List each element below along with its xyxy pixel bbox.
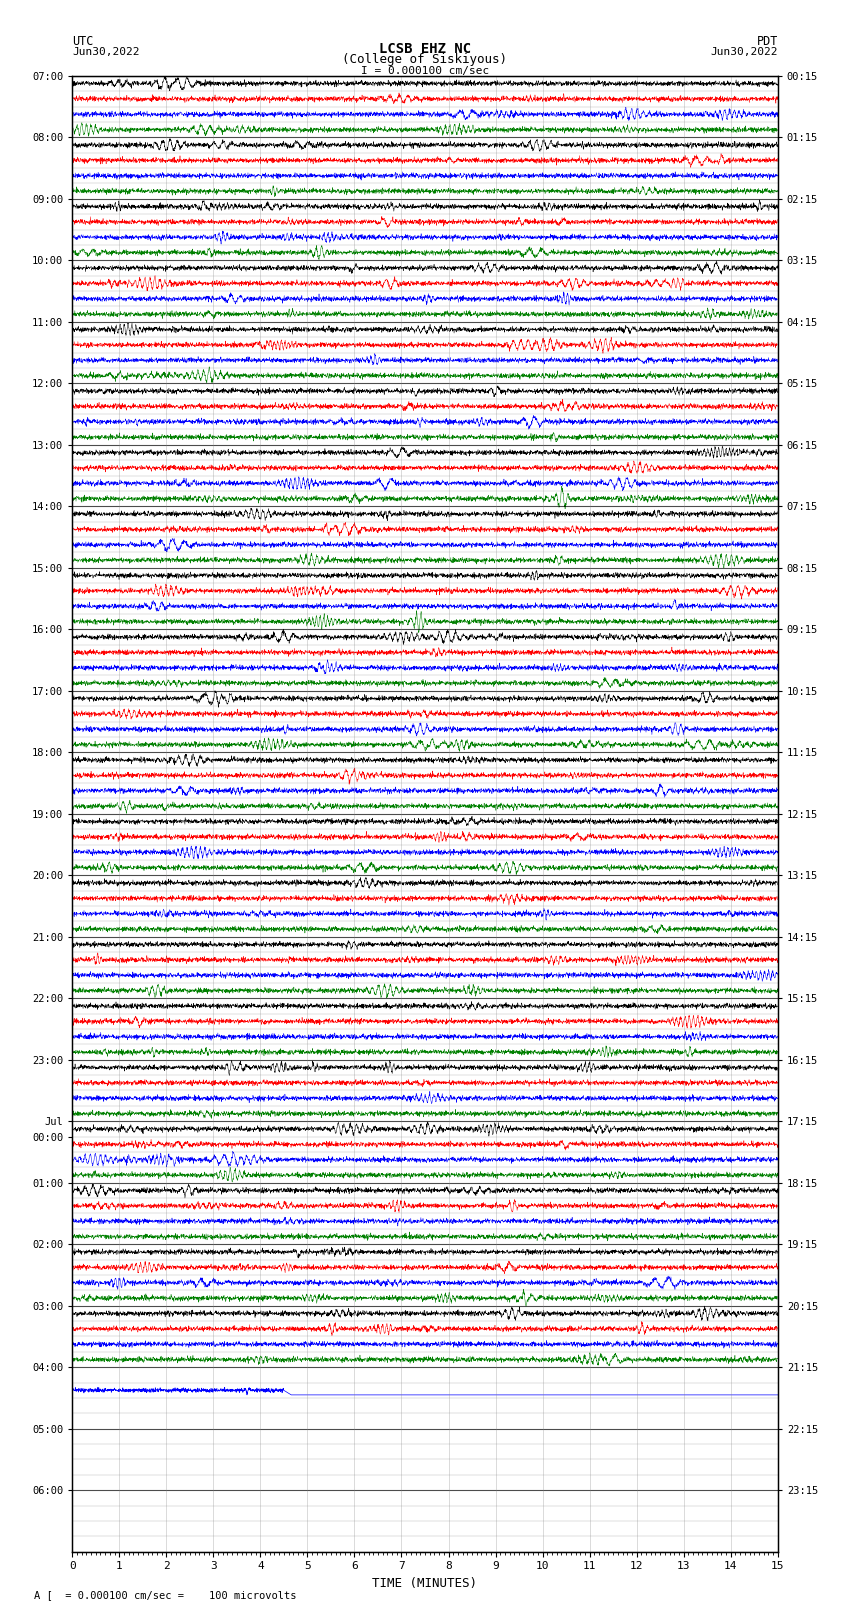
Text: Jun30,2022: Jun30,2022 [711, 47, 778, 56]
Text: (College of Siskiyous): (College of Siskiyous) [343, 53, 507, 66]
Text: I = 0.000100 cm/sec: I = 0.000100 cm/sec [361, 66, 489, 76]
Text: PDT: PDT [756, 35, 778, 48]
X-axis label: TIME (MINUTES): TIME (MINUTES) [372, 1578, 478, 1590]
Text: A [  = 0.000100 cm/sec =    100 microvolts: A [ = 0.000100 cm/sec = 100 microvolts [34, 1590, 297, 1600]
Text: UTC: UTC [72, 35, 94, 48]
Text: Jun30,2022: Jun30,2022 [72, 47, 139, 56]
Text: LCSB EHZ NC: LCSB EHZ NC [379, 42, 471, 56]
